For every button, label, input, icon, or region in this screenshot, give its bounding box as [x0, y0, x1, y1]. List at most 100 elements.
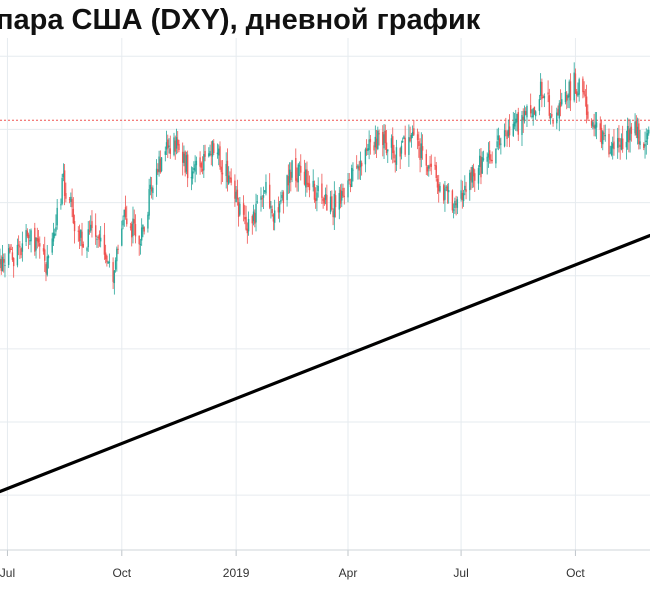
candle-body — [446, 186, 449, 192]
candle-body — [272, 214, 275, 222]
candle-body — [646, 133, 649, 140]
candle-body — [181, 151, 184, 163]
candle-body — [175, 137, 178, 149]
chart-title: пара США (DXY), дневной график — [0, 4, 481, 36]
candle-body — [107, 261, 109, 264]
candle-body — [260, 196, 262, 200]
candle-body — [326, 195, 328, 211]
candle-body — [445, 186, 447, 188]
candle-body — [51, 238, 53, 253]
candle-body — [208, 153, 210, 157]
candle-body — [542, 96, 544, 98]
candle-body — [152, 187, 154, 194]
candle-body — [323, 197, 326, 204]
candle-body — [465, 189, 467, 192]
candle-body — [600, 127, 603, 144]
candle-body — [200, 163, 203, 168]
candle-body — [418, 141, 420, 147]
candle-body — [157, 169, 159, 173]
candle-body — [132, 218, 134, 236]
candle-body — [613, 141, 615, 150]
candle-body — [306, 169, 308, 185]
candle-body — [123, 209, 125, 217]
candle-body — [278, 203, 281, 213]
candle-body — [429, 164, 431, 166]
candle-body — [158, 156, 160, 172]
candle-body — [9, 246, 11, 252]
candle-body — [91, 221, 93, 229]
x-tick-label: Oct — [566, 566, 585, 580]
candle-body — [482, 158, 485, 160]
candle-body — [643, 143, 645, 148]
candle-body — [488, 150, 491, 160]
candle-body — [368, 139, 370, 151]
candle-body — [608, 133, 610, 155]
candle-body — [506, 132, 508, 139]
candle-body — [516, 114, 518, 123]
candle-body — [382, 131, 384, 145]
candle-body — [610, 146, 613, 156]
candle-body — [621, 138, 624, 150]
candle-body — [297, 164, 299, 183]
candle-body — [500, 143, 502, 145]
candle-body — [347, 180, 349, 198]
candle-body — [122, 219, 124, 226]
candle-body — [334, 195, 337, 208]
candle-body — [220, 166, 222, 173]
candle-body — [168, 145, 170, 148]
candle-body — [45, 264, 47, 274]
candle-body — [358, 166, 360, 171]
candle-body — [497, 135, 500, 140]
candle-body — [428, 165, 430, 169]
candle-body — [295, 158, 297, 181]
candle-body — [558, 103, 560, 119]
candle-body — [477, 168, 480, 184]
candle-body — [439, 185, 441, 192]
candle-body — [630, 126, 633, 134]
candle-body — [81, 231, 83, 247]
candle-body — [178, 143, 180, 151]
candle-body — [421, 146, 424, 151]
candle-body — [411, 131, 414, 136]
candle-body — [569, 81, 572, 101]
candle-body — [277, 207, 280, 213]
candle-body — [0, 259, 2, 271]
candle-body — [392, 136, 394, 154]
candle-body — [626, 125, 629, 142]
candle-body — [583, 90, 585, 95]
candle-body — [150, 187, 153, 192]
candle-body — [268, 184, 271, 208]
candle-body — [472, 167, 475, 177]
candle-body — [639, 141, 641, 146]
candle-body — [634, 121, 636, 134]
candle-body — [139, 243, 142, 245]
candle-body — [251, 216, 253, 224]
candle-body — [498, 138, 501, 146]
candle-body — [512, 123, 514, 136]
candle-body — [46, 256, 48, 275]
candle-body — [116, 248, 118, 262]
candle-body — [25, 230, 27, 242]
candle-body — [10, 248, 12, 250]
candle-body — [348, 179, 350, 181]
candle-body — [270, 206, 272, 209]
candle-body — [19, 245, 21, 248]
candle-body — [80, 229, 82, 238]
candle-body — [160, 157, 163, 172]
candle-body — [393, 150, 395, 159]
candle-body — [413, 128, 415, 135]
candle-body — [82, 243, 84, 248]
candle-body — [112, 262, 114, 282]
candle-body — [291, 160, 293, 178]
candle-body — [491, 160, 493, 162]
candle-body — [645, 140, 647, 142]
candle-body — [383, 134, 385, 149]
candle-body — [195, 160, 198, 166]
candle-body — [155, 168, 158, 185]
candle-body — [72, 208, 75, 224]
candle-body — [218, 148, 220, 156]
candle-body — [108, 261, 111, 263]
candle-body — [0, 258, 1, 265]
grid-layer — [0, 38, 650, 550]
candle-body — [281, 194, 283, 199]
